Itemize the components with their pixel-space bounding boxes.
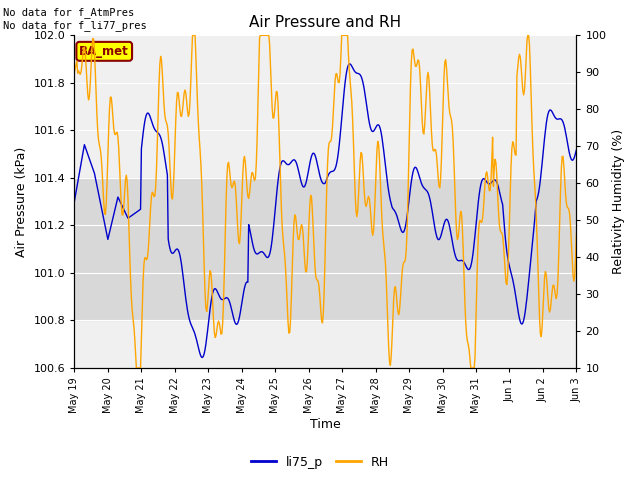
Y-axis label: Relativity Humidity (%): Relativity Humidity (%)	[612, 129, 625, 274]
Text: No data for f_AtmPres
No data for f_li77_pres: No data for f_AtmPres No data for f_li77…	[3, 7, 147, 31]
X-axis label: Time: Time	[310, 419, 340, 432]
Legend: li75_p, RH: li75_p, RH	[246, 451, 394, 474]
Title: Air Pressure and RH: Air Pressure and RH	[250, 15, 401, 30]
Bar	[74, 178, 577, 321]
Y-axis label: Air Pressure (kPa): Air Pressure (kPa)	[15, 146, 28, 257]
Text: BA_met: BA_met	[79, 45, 129, 58]
